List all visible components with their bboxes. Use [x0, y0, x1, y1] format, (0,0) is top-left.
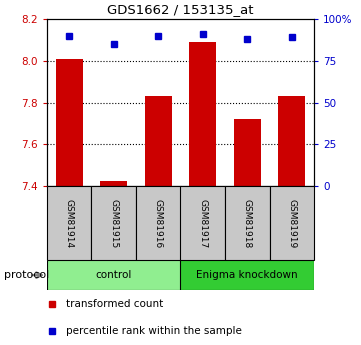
Text: GSM81915: GSM81915 [109, 199, 118, 248]
Text: GSM81914: GSM81914 [65, 199, 74, 248]
Text: percentile rank within the sample: percentile rank within the sample [66, 326, 242, 336]
Text: GSM81916: GSM81916 [154, 199, 163, 248]
Text: Enigma knockdown: Enigma knockdown [196, 270, 298, 280]
Title: GDS1662 / 153135_at: GDS1662 / 153135_at [107, 3, 254, 17]
Bar [234, 119, 261, 186]
Bar [180, 260, 314, 290]
Bar [225, 186, 270, 260]
Bar [56, 59, 83, 186]
Text: GSM81917: GSM81917 [198, 199, 207, 248]
Bar [100, 181, 127, 186]
Bar [47, 186, 91, 260]
Text: GSM81919: GSM81919 [287, 199, 296, 248]
Bar [145, 96, 171, 186]
Bar [47, 260, 180, 290]
Bar [136, 186, 180, 260]
Text: control: control [96, 270, 132, 280]
Bar [180, 186, 225, 260]
Text: GSM81918: GSM81918 [243, 199, 252, 248]
Text: transformed count: transformed count [66, 299, 163, 308]
Bar [91, 186, 136, 260]
Bar [190, 42, 216, 186]
Bar [278, 96, 305, 186]
Bar [270, 186, 314, 260]
Text: protocol: protocol [4, 270, 49, 280]
